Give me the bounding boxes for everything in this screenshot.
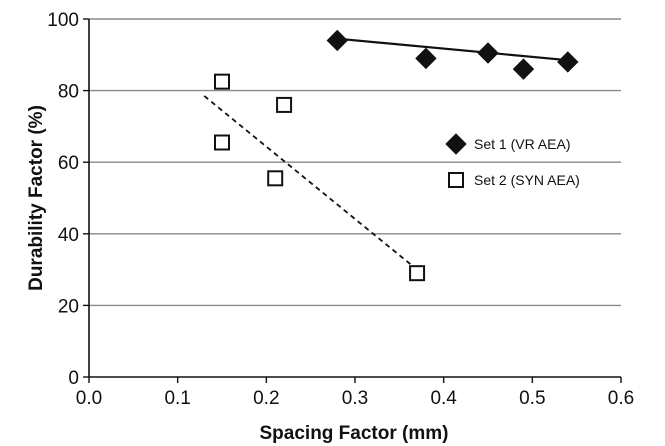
x-tick-label-0: 0.0 — [76, 388, 102, 409]
grid — [89, 18, 621, 307]
y-tick-label-4: 80 — [58, 82, 79, 103]
y-tick-label-5: 100 — [47, 10, 79, 31]
x-tick-labels: 0.0 0.1 0.2 0.3 0.4 0.5 0.6 — [76, 388, 634, 409]
data-point-s1-3 — [477, 42, 499, 64]
data-point-s2-4 — [267, 170, 284, 187]
legend-marker-2 — [448, 172, 464, 188]
data-point-s1-1 — [326, 29, 348, 52]
x-tick-label-3: 0.3 — [342, 388, 368, 409]
y-tick-labels: 0 20 40 60 80 100 — [47, 10, 79, 389]
legend-label-2: Set 2 (SYN AEA) — [474, 172, 580, 188]
y-tick-label-2: 40 — [58, 225, 79, 246]
data-point-s2-5 — [409, 265, 426, 282]
axes — [83, 18, 622, 383]
x-tick-label-5: 0.5 — [519, 388, 545, 409]
y-axis-label: Durability Factor (%) — [26, 105, 47, 291]
data-points — [214, 29, 579, 282]
y-tick-label-1: 20 — [58, 296, 79, 317]
y-tick-label-0: 0 — [68, 368, 79, 389]
data-point-s2-3 — [276, 96, 293, 113]
data-point-s1-5 — [557, 51, 579, 73]
x-tick-label-4: 0.4 — [430, 388, 457, 409]
trendline-series-1 — [337, 37, 568, 62]
legend-marker-1 — [445, 133, 467, 155]
legend-label-1: Set 1 (VR AEA) — [474, 136, 570, 152]
trendlines — [203, 37, 568, 271]
trendline-series-2 — [203, 95, 418, 271]
data-point-s1-4 — [512, 58, 535, 80]
x-tick-label-1: 0.1 — [164, 388, 190, 409]
x-tick-label-6: 0.6 — [608, 388, 634, 409]
legend: Set 1 (VR AEA) Set 2 (SYN AEA) — [445, 133, 580, 188]
data-point-s2-1 — [214, 73, 230, 90]
x-tick-label-2: 0.2 — [253, 388, 279, 409]
data-point-s1-2 — [415, 47, 437, 70]
y-tick-label-3: 60 — [58, 153, 79, 174]
x-axis-label: Spacing Factor (mm) — [260, 423, 449, 444]
data-point-s2-2 — [214, 134, 230, 151]
